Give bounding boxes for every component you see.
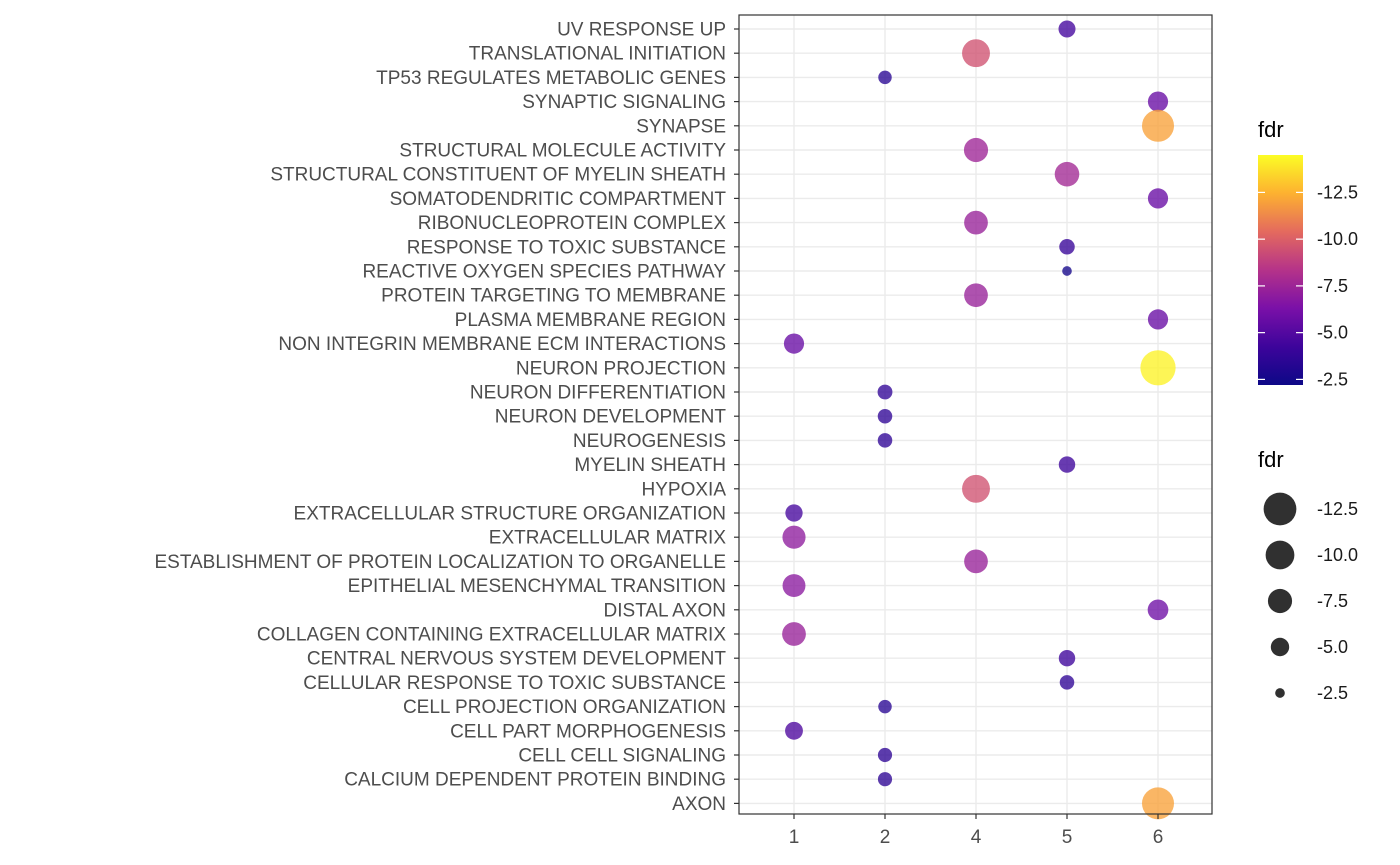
- data-point: [783, 333, 805, 354]
- x-tick-label: 6: [1153, 827, 1164, 848]
- size-legend: fdr -12.5 -10.0 -7.5 -5.0 -2.5: [1258, 447, 1358, 703]
- y-tick-label: SYNAPTIC SIGNALING: [522, 92, 726, 113]
- color-legend-title: fdr: [1258, 117, 1284, 142]
- size-legend-key: [1263, 492, 1297, 526]
- y-tick-label: STRUCTURAL CONSTITUENT OF MYELIN SHEATH: [270, 165, 726, 186]
- data-point: [782, 525, 806, 549]
- y-tick-label: EPITHELIAL MESENCHYMAL TRANSITION: [348, 576, 726, 597]
- color-tick-label: -2.5: [1317, 369, 1348, 389]
- data-point: [782, 574, 806, 598]
- data-point: [1058, 20, 1076, 38]
- data-point: [1059, 675, 1075, 690]
- y-tick-label: UV RESPONSE UP: [557, 20, 726, 41]
- data-point: [877, 433, 893, 448]
- data-points: [782, 20, 1176, 820]
- y-tick-label: ESTABLISHMENT OF PROTEIN LOCALIZATION TO…: [154, 552, 726, 573]
- size-legend-items: -12.5 -10.0 -7.5 -5.0 -2.5: [1263, 492, 1358, 703]
- y-tick-label: HYPOXIA: [642, 479, 727, 500]
- y-tick-label: TP53 REGULATES METABOLIC GENES: [376, 68, 726, 89]
- color-tick-label: -10.0: [1317, 229, 1358, 249]
- size-legend-label: -2.5: [1317, 683, 1348, 703]
- y-tick-label: PROTEIN TARGETING TO MEMBRANE: [381, 286, 726, 307]
- y-tick-label: RIBONUCLEOPROTEIN COMPLEX: [418, 213, 727, 234]
- data-point: [1147, 599, 1169, 621]
- y-tick-label: MYELIN SHEATH: [574, 455, 726, 476]
- data-point: [962, 39, 990, 68]
- data-point: [785, 504, 803, 522]
- color-legend: fdr -12.5 -10.0 -7.5 -5.0 -2.5: [1258, 117, 1358, 389]
- data-point: [963, 137, 989, 163]
- y-tick-label: RESPONSE TO TOXIC SUBSTANCE: [407, 237, 726, 258]
- y-tick-label: REACTIVE OXYGEN SPECIES PATHWAY: [362, 262, 726, 283]
- data-point: [877, 384, 893, 400]
- data-point: [1058, 649, 1076, 667]
- y-tick-label: DISTAL AXON: [604, 600, 726, 621]
- data-point: [964, 549, 988, 574]
- y-tick-label: CELL CELL SIGNALING: [518, 746, 726, 767]
- x-axis: 1 2 4 5 6: [789, 814, 1164, 848]
- size-legend-key: [1267, 588, 1293, 614]
- size-legend-key: [1270, 637, 1290, 657]
- size-legend-label: -5.0: [1317, 637, 1348, 657]
- y-tick-label: EXTRACELLULAR MATRIX: [489, 528, 727, 549]
- y-tick-label: SOMATODENDRITIC COMPARTMENT: [390, 189, 727, 210]
- data-point: [878, 699, 892, 714]
- x-tick-label: 4: [971, 827, 982, 848]
- y-tick-label: EXTRACELLULAR STRUCTURE ORGANIZATION: [294, 504, 726, 525]
- y-tick-label: CENTRAL NERVOUS SYSTEM DEVELOPMENT: [307, 649, 727, 670]
- y-tick-label: COLLAGEN CONTAINING EXTRACELLULAR MATRIX: [257, 625, 726, 646]
- size-legend-title: fdr: [1258, 447, 1284, 472]
- data-point: [1142, 109, 1174, 142]
- color-tick-label: -5.0: [1317, 323, 1348, 343]
- data-point: [964, 283, 988, 308]
- data-point: [782, 622, 806, 646]
- data-point: [877, 747, 893, 763]
- y-tick-label: NEUROGENESIS: [573, 431, 726, 452]
- x-tick-label: 5: [1062, 827, 1073, 848]
- color-tick-label: -7.5: [1317, 276, 1348, 296]
- data-point: [1147, 188, 1169, 209]
- x-tick-label: 2: [880, 827, 891, 848]
- y-tick-label: TRANSLATIONAL INITIATION: [469, 44, 726, 65]
- data-point: [964, 210, 988, 235]
- color-tick-label: -12.5: [1317, 182, 1358, 202]
- color-legend-ticks: -12.5 -10.0 -7.5 -5.0 -2.5: [1258, 182, 1358, 389]
- y-tick-label: NEURON PROJECTION: [516, 358, 726, 379]
- y-tick-label: CELL PROJECTION ORGANIZATION: [403, 697, 726, 718]
- y-tick-label: STRUCTURAL MOLECULE ACTIVITY: [399, 141, 726, 162]
- color-bar: [1258, 155, 1303, 385]
- data-point: [1062, 266, 1072, 276]
- y-tick-label: CELL PART MORPHOGENESIS: [450, 721, 726, 742]
- data-point: [1140, 350, 1176, 386]
- y-tick-label: CELLULAR RESPONSE TO TOXIC SUBSTANCE: [303, 673, 726, 694]
- data-point: [1147, 309, 1169, 330]
- data-point: [877, 408, 893, 424]
- grid-lines: [739, 15, 1212, 814]
- size-legend-key: [1275, 688, 1285, 698]
- data-point: [877, 772, 893, 787]
- y-axis: UV RESPONSE UP TRANSLATIONAL INITIATION TP…: [154, 20, 739, 815]
- size-legend-label: -10.0: [1317, 545, 1358, 565]
- y-tick-label: SYNAPSE: [636, 116, 726, 137]
- y-tick-label: PLASMA MEMBRANE REGION: [455, 310, 726, 331]
- data-point: [1147, 91, 1169, 112]
- y-tick-label: NEURON DIFFERENTIATION: [470, 383, 726, 404]
- data-point: [1058, 456, 1076, 473]
- data-point: [878, 70, 892, 85]
- data-point: [1054, 161, 1080, 187]
- size-legend-key: [1265, 540, 1295, 570]
- y-tick-label: NON INTEGRIN MEMBRANE ECM INTERACTIONS: [278, 334, 726, 355]
- size-legend-label: -7.5: [1317, 591, 1348, 611]
- y-tick-label: CALCIUM DEPENDENT PROTEIN BINDING: [344, 770, 726, 791]
- x-tick-label: 1: [789, 827, 800, 848]
- y-tick-label: AXON: [672, 794, 726, 815]
- data-point: [962, 474, 990, 503]
- size-legend-label: -12.5: [1317, 499, 1358, 519]
- y-tick-label: NEURON DEVELOPMENT: [495, 407, 727, 428]
- data-point: [1142, 787, 1174, 820]
- data-point: [785, 721, 803, 740]
- data-point: [1059, 239, 1075, 255]
